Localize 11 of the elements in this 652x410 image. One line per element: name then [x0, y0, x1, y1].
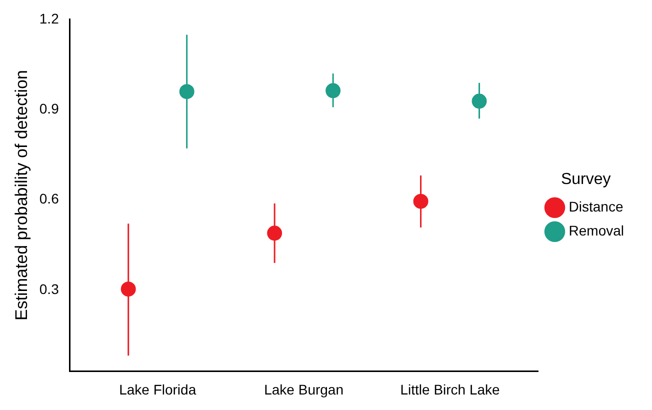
- y-tick-label: 0.9: [39, 100, 60, 116]
- legend-label: Distance: [568, 198, 624, 214]
- y-tick-label: 0.6: [39, 190, 60, 207]
- x-tick-label: Lake Florida: [119, 381, 196, 398]
- y-tick-label: 1.2: [39, 10, 60, 26]
- y-tick-label: 0.3: [39, 280, 60, 297]
- legend-label: Removal: [568, 222, 624, 238]
- x-tick-label: Lake Burgan: [264, 381, 344, 398]
- legend-title: Survey: [560, 170, 611, 188]
- x-tick-label: Little Birch Lake: [400, 381, 500, 398]
- y-axis-title: Estimated probability of detection: [12, 70, 31, 321]
